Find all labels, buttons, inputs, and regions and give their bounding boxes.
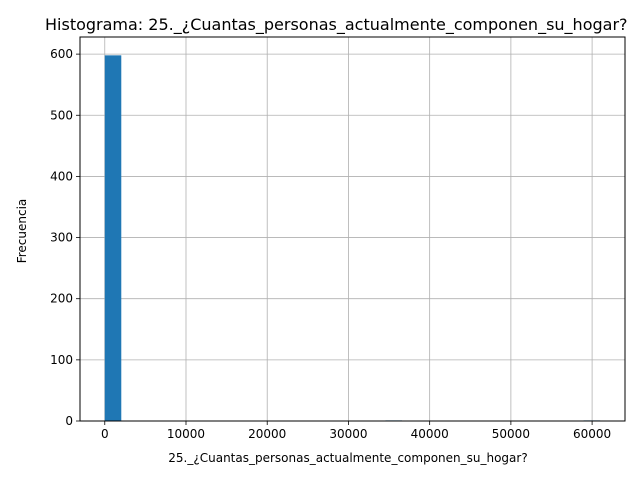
chart-title: Histograma: 25._¿Cuantas_personas_actual… <box>45 15 628 35</box>
y-tick-label: 600 <box>50 47 73 61</box>
x-tick-label: 50000 <box>492 427 530 441</box>
axis-ticks: 0 10000 20000 30000 40000 50000 60000 0 100 200 30… <box>50 47 611 441</box>
x-tick-label: 40000 <box>411 427 449 441</box>
y-tick-label: 100 <box>50 353 73 367</box>
plot-area-frame <box>79 36 626 422</box>
y-tick-label: 200 <box>50 292 73 306</box>
y-tick-label: 500 <box>50 108 73 122</box>
y-tick-label: 400 <box>50 169 73 183</box>
histogram-bar <box>104 55 122 422</box>
x-tick-label: 0 <box>101 427 109 441</box>
gridlines <box>80 37 625 422</box>
x-tick-label: 10000 <box>167 427 205 441</box>
x-axis-label: 25._¿Cuantas_personas_actualmente_compon… <box>168 451 527 465</box>
y-tick-label: 300 <box>50 231 73 245</box>
x-tick-label: 20000 <box>248 427 286 441</box>
x-tick-label: 60000 <box>573 427 611 441</box>
y-axis-label: Frecuencia <box>15 199 29 264</box>
x-tick-label: 30000 <box>329 427 367 441</box>
y-tick-label: 0 <box>65 414 73 428</box>
